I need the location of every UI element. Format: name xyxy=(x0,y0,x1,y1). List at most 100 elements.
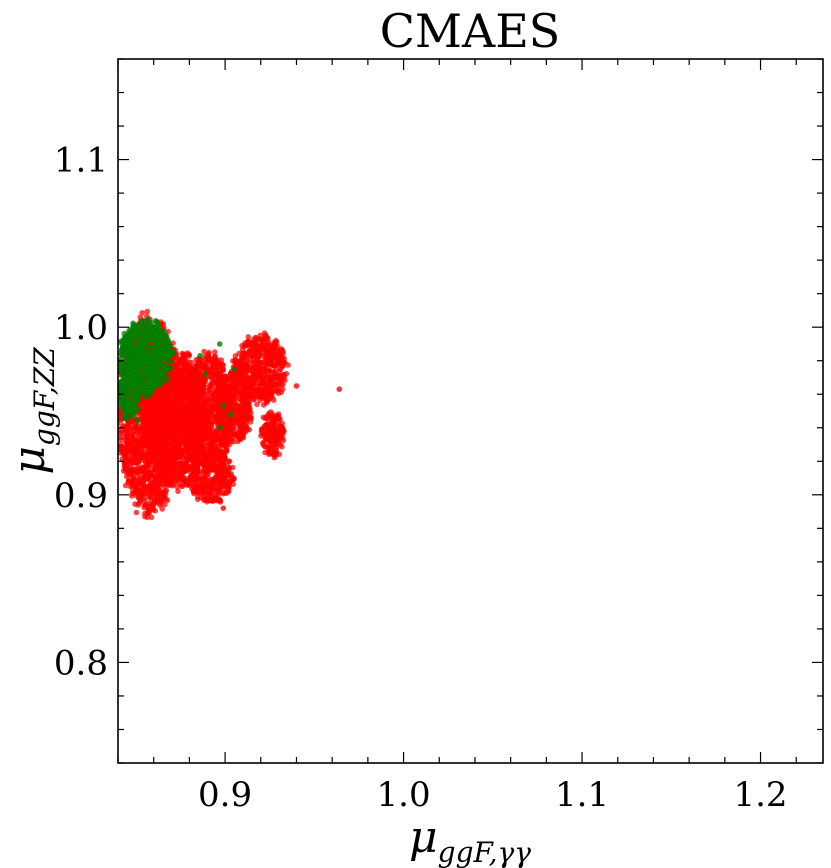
scatter-point xyxy=(212,447,218,454)
scatter-point xyxy=(145,477,151,483)
scatter-point xyxy=(241,384,248,391)
scatter-point xyxy=(157,460,163,467)
scatter-point xyxy=(194,490,201,496)
scatter-point xyxy=(190,396,196,403)
scatter-point xyxy=(248,364,254,371)
scatter-point xyxy=(227,429,233,435)
chart-title: CMAES xyxy=(380,4,561,58)
scatter-point xyxy=(196,385,203,391)
scatter-point xyxy=(158,466,164,473)
scatter-point xyxy=(201,348,207,355)
scatter-point xyxy=(259,440,266,446)
scatter-point xyxy=(194,460,201,467)
scatter-point xyxy=(177,461,184,467)
scatter-point xyxy=(205,384,212,391)
scatter-point xyxy=(269,394,276,400)
scatter-point xyxy=(164,447,171,453)
scatter-point xyxy=(120,447,127,454)
scatter-point xyxy=(177,470,184,477)
scatter-point xyxy=(164,443,171,449)
scatter-point xyxy=(209,489,216,495)
scatter-point xyxy=(210,384,217,391)
scatter-point xyxy=(179,350,185,357)
scatter-point xyxy=(229,476,236,483)
scatter-point xyxy=(162,501,168,508)
scatter-point xyxy=(256,370,263,376)
scatter-point xyxy=(226,441,233,448)
scatter-point xyxy=(214,398,221,405)
scatter-point xyxy=(206,441,213,448)
scatter-point xyxy=(136,449,142,456)
scatter-point xyxy=(236,378,243,385)
scatter-point xyxy=(186,389,192,396)
scatter-point xyxy=(162,468,169,474)
scatter-point xyxy=(124,434,131,441)
scatter-point xyxy=(187,464,194,470)
scatter-point xyxy=(159,395,165,402)
scatter-point xyxy=(162,433,168,440)
scatter-point xyxy=(148,514,155,521)
scatter-point xyxy=(134,423,141,429)
scatter-point xyxy=(220,479,226,486)
scatter-point xyxy=(183,379,190,385)
scatter-point xyxy=(158,407,165,414)
scatter-point xyxy=(129,434,136,440)
scatter-point xyxy=(243,369,250,375)
scatter-point xyxy=(264,429,271,435)
scatter-point xyxy=(258,433,264,439)
scatter-point xyxy=(173,428,179,435)
scatter-point xyxy=(201,393,208,399)
scatter-point xyxy=(163,420,169,427)
scatter-point xyxy=(175,480,181,486)
scatter-point xyxy=(254,401,260,408)
scatter-point xyxy=(255,353,262,360)
scatter-point xyxy=(256,346,263,352)
scatter-point xyxy=(177,414,184,420)
scatter-point xyxy=(195,475,201,482)
scatter-point xyxy=(161,493,168,500)
scatter-point xyxy=(285,362,291,368)
scatter-point xyxy=(252,383,259,390)
scatter-point xyxy=(249,346,255,353)
scatter-point xyxy=(190,441,197,447)
scatter-point xyxy=(225,472,232,479)
scatter-point xyxy=(143,495,149,501)
scatter-point xyxy=(218,384,225,390)
scatter-point xyxy=(158,497,165,504)
scatter-point xyxy=(275,411,282,417)
scatter-point xyxy=(203,455,209,462)
scatter-point xyxy=(220,456,227,462)
scatter-point xyxy=(162,399,168,406)
scatter-point xyxy=(336,386,343,393)
scatter-point xyxy=(178,395,185,401)
scatter-point xyxy=(168,371,174,377)
scatter-point xyxy=(261,330,268,336)
scatter-point xyxy=(171,418,177,424)
scatter-point xyxy=(240,435,247,441)
scatter-point xyxy=(161,476,168,483)
scatter-point xyxy=(175,454,182,461)
scatter-point xyxy=(216,419,223,426)
scatter-point xyxy=(134,481,141,487)
scatter-point xyxy=(178,407,185,414)
scatter-point xyxy=(171,460,177,466)
scatter-point xyxy=(199,451,206,457)
scatter-point xyxy=(197,405,203,412)
scatter-point xyxy=(187,363,193,370)
scatter-point xyxy=(184,444,190,450)
scatter-point xyxy=(149,427,156,434)
scatter-point xyxy=(139,310,145,316)
scatter-point xyxy=(209,497,215,504)
scatter-point xyxy=(244,391,251,397)
scatter-point xyxy=(221,379,227,386)
scatter-point xyxy=(145,446,152,452)
scatter-point xyxy=(190,476,196,482)
scatter-point xyxy=(238,368,244,374)
scatter-point xyxy=(267,362,274,368)
scatter-point xyxy=(260,414,267,421)
scatter-point xyxy=(245,334,252,340)
scatter-point xyxy=(234,420,241,427)
scatter-point xyxy=(221,424,227,431)
scatter-point xyxy=(136,495,142,502)
scatter-point xyxy=(142,502,149,509)
